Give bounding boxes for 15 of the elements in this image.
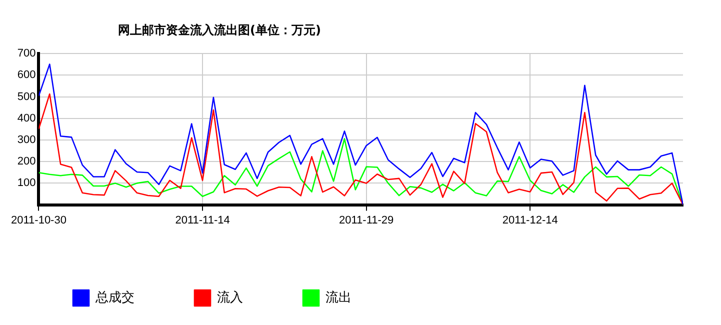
x-tick-label: 2011-11-14 [175, 214, 230, 226]
y-tick-label: 400 [17, 112, 36, 124]
y-tick-label: 500 [17, 90, 36, 103]
legend-label: 流入 [217, 289, 243, 306]
y-tick-label: 100 [17, 177, 36, 190]
y-tick-label: 600 [17, 69, 36, 82]
x-tick-label: 2011-11-29 [339, 214, 394, 226]
legend-label: 总成交 [94, 289, 134, 306]
chart-title: 网上邮市资金流入流出图(单位：万元) [117, 22, 322, 39]
y-tick-label: 300 [17, 134, 36, 146]
x-tick-label: 2011-12-14 [502, 214, 558, 226]
legend-label: 流出 [326, 289, 352, 306]
x-tick-label: 2011-10-30 [11, 214, 66, 226]
y-tick-label: 200 [17, 156, 36, 168]
y-tick-label: 700 [17, 48, 36, 60]
